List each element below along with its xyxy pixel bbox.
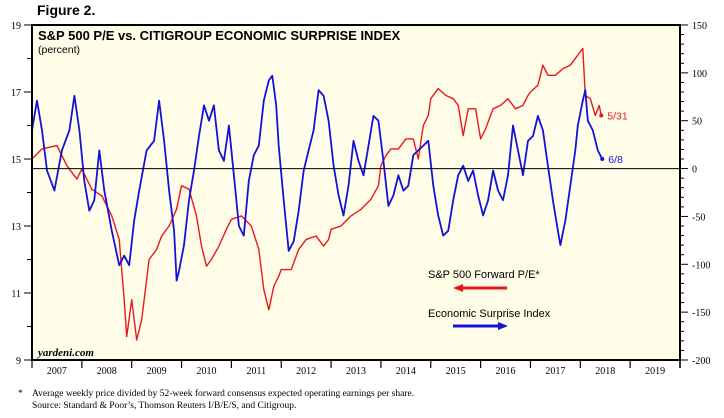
x-axis-tick-label: 2016 <box>496 366 516 377</box>
right-axis-tick-label: -150 <box>692 308 710 319</box>
x-axis-tick-label: 2017 <box>545 366 565 377</box>
right-axis-tick-label: -200 <box>692 356 710 367</box>
footnote-marker: * <box>18 389 23 399</box>
x-axis-tick-label: 2007 <box>47 366 67 377</box>
chart-subtitle: (percent) <box>38 44 80 56</box>
series-line-esi <box>31 74 604 282</box>
left-axis-tick-label: 13 <box>11 222 21 233</box>
footnote-source: Source: Standard & Poor’s, Thomson Reute… <box>32 401 297 411</box>
x-axis-tick-label: 2012 <box>296 366 316 377</box>
legend-label-pe: S&P 500 Forward P/E* <box>428 269 540 281</box>
right-axis-tick-label: 150 <box>692 21 707 32</box>
x-axis-tick-label: 2015 <box>446 366 466 377</box>
chart: 5/31 6/8 9 11 13 15 17 19 -200 -150 -100 -50 0 50 100… <box>11 21 710 377</box>
right-axis-tick-label: 0 <box>692 165 697 176</box>
x-axis-tick-label: 2010 <box>196 366 216 377</box>
legend-label-esi: Economic Surprise Index <box>428 308 551 320</box>
legend: S&P 500 Forward P/E* Economic Surprise I… <box>428 269 551 330</box>
figure-label: Figure 2. <box>37 2 96 18</box>
left-axis-tick-label: 19 <box>11 21 21 32</box>
end-label-esi: 6/8 <box>608 154 623 166</box>
x-axis-tick-label: 2014 <box>396 366 416 377</box>
right-axis-tick-label: 100 <box>692 69 707 80</box>
series-line-pe <box>31 47 602 341</box>
watermark: yardeni.com <box>36 347 94 359</box>
right-axis-tick-label: -100 <box>692 260 710 271</box>
left-axis-tick-label: 17 <box>11 88 21 99</box>
plot-background <box>32 25 680 360</box>
legend-arrow-right-icon <box>453 322 508 330</box>
left-axis-tick-label: 15 <box>11 155 21 166</box>
footnote-note: Average weekly price divided by 52-week … <box>32 389 415 399</box>
x-axis-tick-label: 2008 <box>97 366 117 377</box>
x-axis-tick-label: 2011 <box>246 366 266 377</box>
chart-title: S&P 500 P/E vs. CITIGROUP ECONOMIC SURPR… <box>38 28 401 43</box>
x-axis-tick-label: 2019 <box>645 366 665 377</box>
right-axis-tick-label: -50 <box>692 212 705 223</box>
right-axis-tick-label: 50 <box>692 117 702 128</box>
x-axis-tick-label: 2009 <box>147 366 167 377</box>
plot-frame <box>31 24 681 361</box>
x-axis-tick-label: 2013 <box>346 366 366 377</box>
end-label-pe: 5/31 <box>607 110 628 122</box>
end-marker-esi <box>600 157 605 161</box>
end-marker-pe <box>599 113 604 118</box>
footnotes: * Average weekly price divided by 52-wee… <box>18 388 414 412</box>
left-axis-tick-label: 11 <box>11 289 21 300</box>
left-axis-tick-label: 9 <box>16 356 21 367</box>
x-axis-tick-label: 2018 <box>595 366 615 377</box>
legend-arrow-left-icon <box>453 284 507 292</box>
